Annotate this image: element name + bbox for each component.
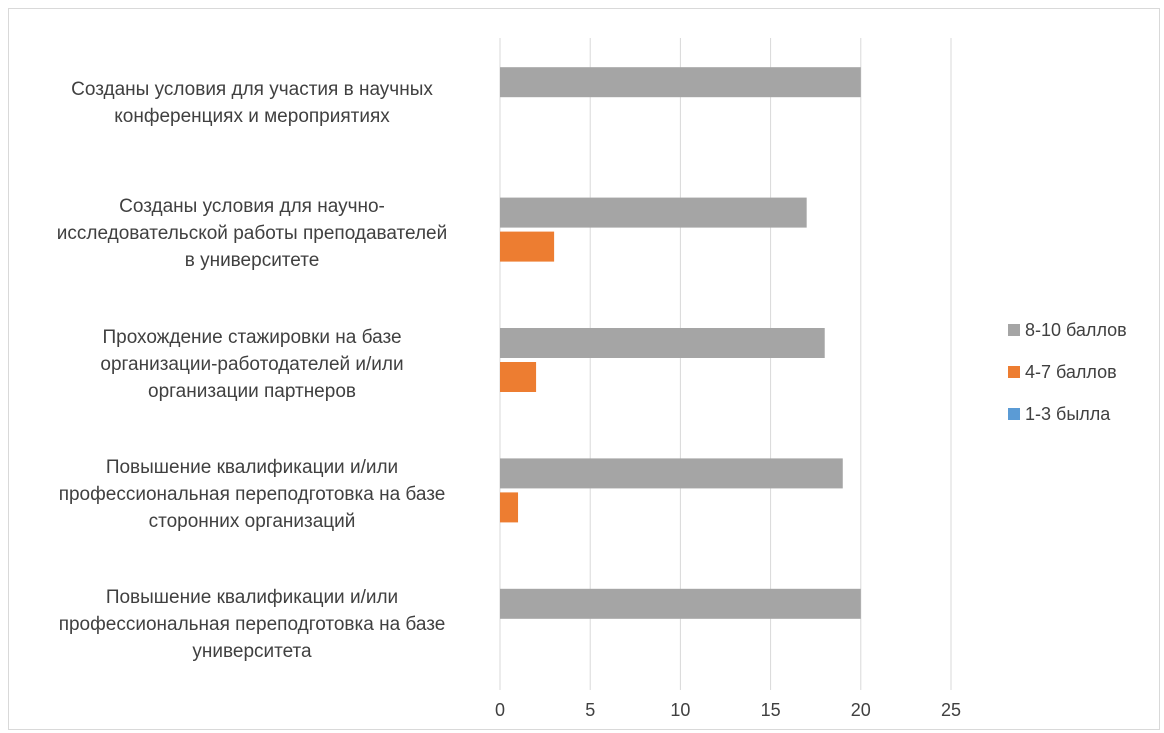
category-label-line: Повышение квалификации и/или bbox=[105, 587, 399, 609]
category-label-line: профессиональная переподготовка на базе bbox=[58, 614, 446, 636]
legend-item: 8-10 баллов bbox=[1008, 316, 1127, 344]
bar-high bbox=[500, 588, 861, 619]
category-label-line: Созданы условия для научно- bbox=[119, 196, 385, 218]
legend-swatch bbox=[1008, 408, 1020, 420]
legend-item: 4-7 баллов bbox=[1008, 358, 1127, 386]
category-label: Созданы условия для участия в научных кон… bbox=[27, 76, 477, 130]
bar-mid bbox=[500, 231, 555, 262]
category-label-line: университета bbox=[192, 641, 312, 663]
legend-item: 1-3 былла bbox=[1008, 400, 1127, 428]
category-label-line: в университете bbox=[184, 250, 320, 272]
category-label-line: Прохождение стажировки на базе bbox=[102, 326, 402, 348]
category-label: Повышение квалификации и/или профессионал… bbox=[27, 454, 477, 535]
category-label: Повышение квалификации и/или профессионал… bbox=[27, 584, 477, 665]
category-label: Прохождение стажировки на базе организаци… bbox=[27, 324, 477, 405]
x-tick-label: 5 bbox=[585, 700, 595, 720]
legend-label: 4-7 баллов bbox=[1025, 361, 1117, 382]
x-tick-label: 15 bbox=[761, 700, 781, 720]
x-tick-label: 25 bbox=[941, 700, 961, 720]
category-label: Созданы условия для научно-исследователь… bbox=[27, 193, 477, 274]
category-label-line: профессиональная переподготовка на базе bbox=[58, 483, 446, 505]
x-tick-label: 0 bbox=[495, 700, 505, 720]
bar-high bbox=[500, 328, 825, 358]
legend-label: 1-3 былла bbox=[1025, 403, 1111, 424]
bar-high bbox=[500, 197, 807, 228]
bar-high bbox=[500, 458, 843, 489]
category-label-line: исследовательской работы преподавателей bbox=[56, 223, 448, 245]
bar-high bbox=[500, 67, 861, 98]
legend: 8-10 баллов 4-7 баллов 1-3 былла bbox=[1008, 316, 1127, 442]
x-tick-label: 20 bbox=[851, 700, 871, 720]
category-label-line: организации-работодателей и/или bbox=[100, 353, 404, 375]
bar-mid bbox=[500, 492, 519, 523]
legend-label: 8-10 баллов bbox=[1025, 319, 1127, 340]
category-label-line: конференциях и мероприятиях bbox=[114, 106, 390, 128]
x-tick-label: 10 bbox=[670, 700, 690, 720]
legend-swatch bbox=[1008, 366, 1020, 378]
legend-swatch bbox=[1008, 324, 1020, 336]
category-label-line: организации партнеров bbox=[148, 380, 356, 402]
category-label-line: сторонних организаций bbox=[148, 510, 356, 532]
bar-mid bbox=[500, 362, 537, 392]
category-label-line: Созданы условия для участия в научных bbox=[71, 79, 433, 101]
category-label-line: Повышение квалификации и/или bbox=[105, 456, 399, 478]
